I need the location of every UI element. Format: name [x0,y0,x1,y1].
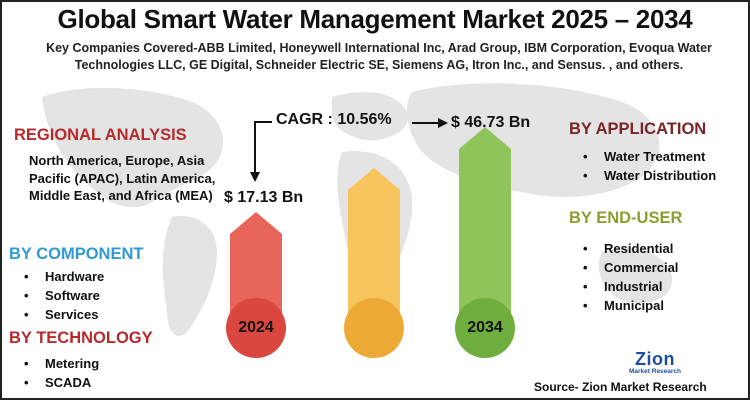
regional-analysis-text: North America, Europe, Asia Pacific (APA… [29,153,216,203]
list-item: Industrial [583,277,678,296]
list-item: Software [24,286,104,305]
circle-2034 [455,298,515,358]
component-list: Hardware Software Services [24,267,104,324]
list-item: Water Distribution [583,166,716,185]
logo-tagline: Market Research [628,368,682,375]
list-item: SCADA [24,373,99,392]
pillar-middle [348,168,400,326]
logo-name: Zion [635,349,675,369]
start-year-label: 2024 [238,319,274,336]
by-application-heading: BY APPLICATION [569,120,707,138]
start-value-label: $ 17.13 Bn [224,189,304,206]
arrowhead-down-icon [250,172,260,182]
end-year-label: 2034 [467,319,503,336]
arrowhead-right-icon [438,118,448,128]
list-item: Municipal [583,296,678,315]
end-value-label: $ 46.73 Bn [451,114,531,131]
list-item: Water Treatment [583,147,716,166]
pillar-right [459,127,511,324]
cagr-label: CAGR : 10.56% [276,111,392,128]
by-end-user-heading: BY END-USER [569,209,683,227]
by-technology-heading: BY TECHNOLOGY [9,329,153,347]
by-component-heading: BY COMPONENT [9,245,144,263]
pillar-left [230,212,282,324]
end-user-list: Residential Commercial Industrial Munici… [583,239,678,315]
list-item: Metering [24,354,99,373]
page-title: Global Smart Water Management Market 202… [57,4,693,34]
list-item: Services [24,305,104,324]
zion-logo: Zion Market Research [620,350,690,376]
list-item: Residential [583,239,678,258]
list-item: Commercial [583,258,678,277]
circle-middle [344,298,404,358]
list-item: Hardware [24,267,104,286]
source-text: Source- Zion Market Research [534,380,707,394]
technology-list: Metering SCADA [24,354,99,392]
regional-analysis-heading: REGIONAL ANALYSIS [14,126,187,144]
key-companies-text: Key Companies Covered-ABB Limited, Honey… [46,41,712,72]
application-list: Water Treatment Water Distribution [583,147,716,185]
cagr-arrow-down [254,121,272,174]
circle-2024 [226,298,286,358]
